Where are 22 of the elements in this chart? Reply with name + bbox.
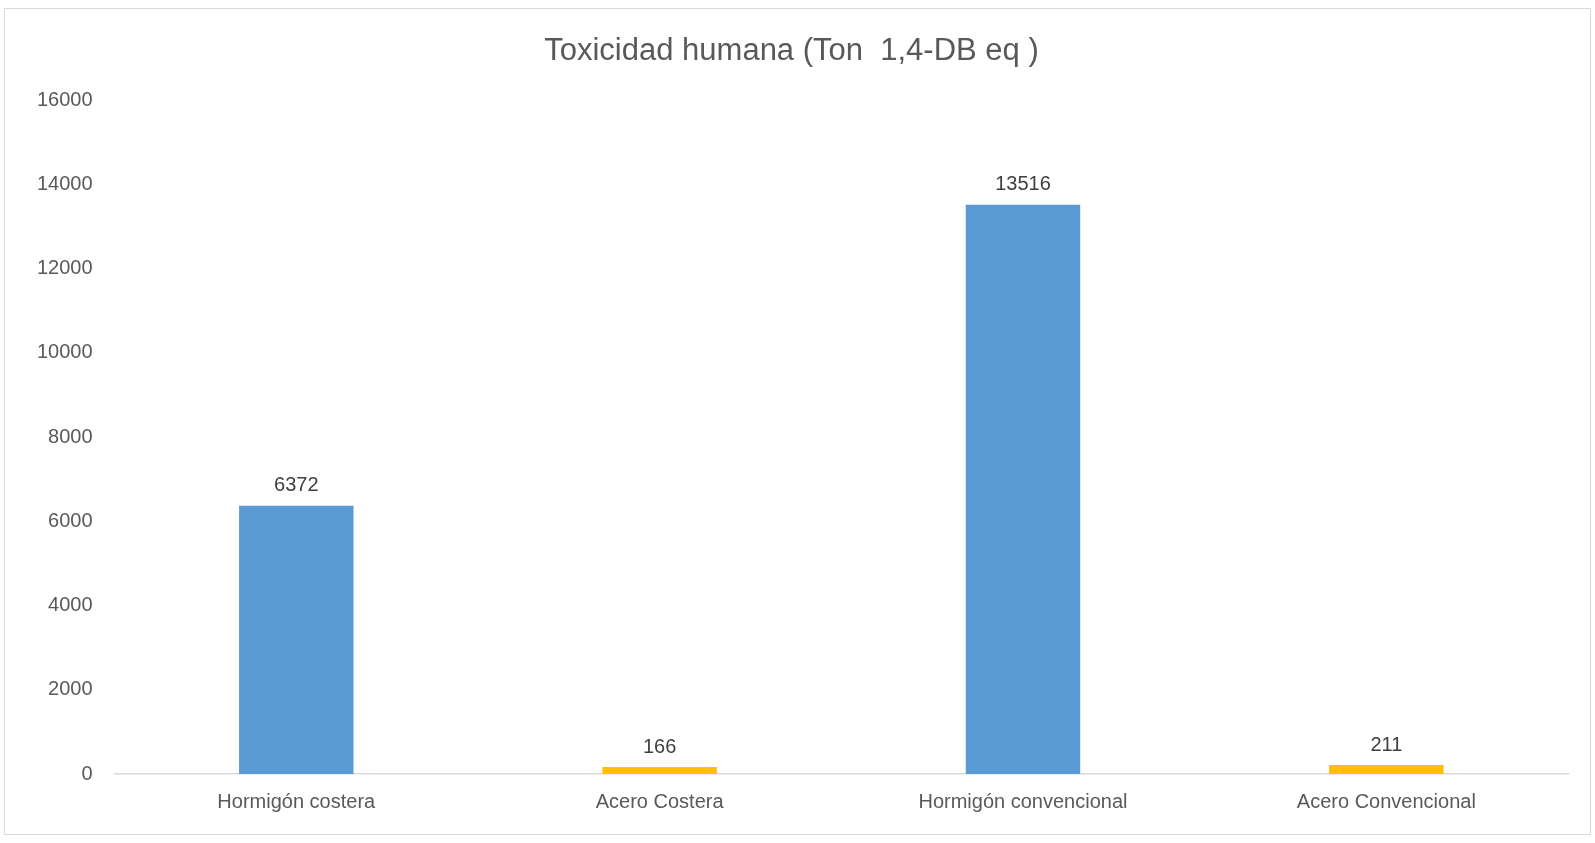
bar [1329, 765, 1444, 774]
y-tick-label: 6000 [48, 508, 93, 531]
x-tick-label: Hormigón costera [217, 789, 377, 812]
x-tick-label: Hormigón convencional [918, 789, 1128, 812]
bar [239, 505, 354, 774]
y-tick-label: 4000 [48, 593, 93, 616]
y-tick-label: 10000 [36, 340, 93, 363]
data-label: 211 [1370, 732, 1403, 755]
y-tick-label: 14000 [36, 171, 93, 194]
y-tick-label: 12000 [36, 256, 93, 279]
bar [602, 767, 717, 774]
chart-title: Toxicidad humana (Ton 1,4-DB eq ) [544, 32, 1039, 68]
y-tick-label: 0 [81, 761, 93, 784]
data-label: 6372 [274, 473, 319, 496]
x-tick-label: Acero Convencional [1296, 789, 1476, 812]
y-tick-label: 2000 [48, 677, 93, 700]
y-tick-label: 8000 [48, 424, 93, 447]
bar [965, 204, 1081, 774]
y-tick-label: 16000 [36, 87, 93, 110]
data-label: 166 [642, 734, 677, 757]
data-label: 13516 [995, 172, 1051, 195]
x-tick-label: Acero Costera [595, 789, 725, 812]
